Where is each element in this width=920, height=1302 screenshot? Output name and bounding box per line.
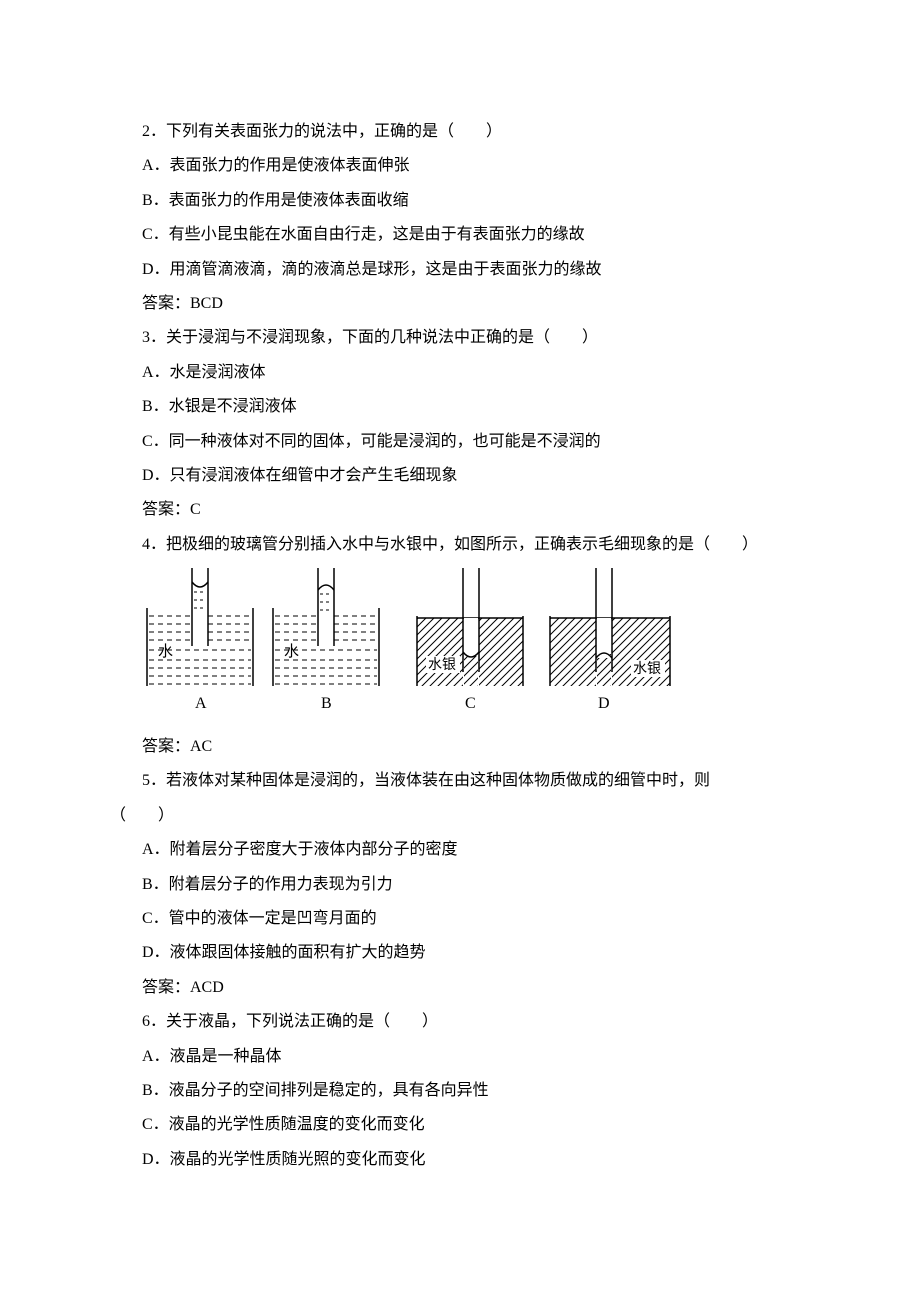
q5-opt-b: B．附着层分子的作用力表现为引力 (110, 868, 820, 902)
panel-d-label: D (598, 695, 610, 712)
q6-opt-a: A．液晶是一种晶体 (110, 1040, 820, 1074)
q6-opt-d: D．液晶的光学性质随光照的变化而变化 (110, 1143, 820, 1177)
q6-stem: 6．关于液晶，下列说法正确的是（ ） (110, 1005, 820, 1039)
q5-stem: 5．若液体对某种固体是浸润的，当液体装在由这种固体物质做成的细管中时，则 (110, 764, 820, 798)
panel-c-liquid-label-fg: 水银 (428, 657, 456, 673)
q3-opt-d: D．只有浸润液体在细管中才会产生毛细现象 (110, 459, 820, 493)
q2-opt-c: C．有些小昆虫能在水面自由行走，这是由于有表面张力的缘故 (110, 218, 820, 252)
q5-opt-d: D．液体跟固体接触的面积有扩大的趋势 (110, 936, 820, 970)
q6-opt-b: B．液晶分子的空间排列是稳定的，具有各向异性 (110, 1074, 820, 1108)
q2-opt-d: D．用滴管滴液滴，滴的液滴总是球形，这是由于表面张力的缘故 (110, 253, 820, 287)
panel-c: 水银 水银 C (417, 568, 523, 712)
capillary-diagram: 水 A (142, 568, 680, 728)
q4-stem: 4．把极细的玻璃管分别插入水中与水银中，如图所示，正确表示毛细现象的是（ ） (110, 528, 820, 562)
q3-stem: 3．关于浸润与不浸润现象，下面的几种说法中正确的是（ ） (110, 321, 820, 355)
q4-figure: 水 A (142, 568, 820, 728)
panel-b-label: B (321, 695, 332, 712)
q6-opt-c: C．液晶的光学性质随温度的变化而变化 (110, 1108, 820, 1142)
q2-stem: 2．下列有关表面张力的说法中，正确的是（ ） (110, 115, 820, 149)
q3-opt-b: B．水银是不浸润液体 (110, 390, 820, 424)
q5-opt-c: C．管中的液体一定是凹弯月面的 (110, 902, 820, 936)
panel-c-label: C (465, 695, 476, 712)
q2-answer: 答案：BCD (110, 287, 820, 321)
panel-d-liquid-label: 水银 (633, 661, 661, 677)
q3-opt-a: A．水是浸润液体 (110, 356, 820, 390)
q5-opt-a: A．附着层分子密度大于液体内部分子的密度 (110, 833, 820, 867)
panel-a-liquid-label: 水 (158, 643, 173, 660)
panel-a-label: A (195, 695, 207, 712)
q5-paren: （ ） (110, 799, 820, 833)
panel-a: 水 A (147, 568, 253, 712)
panel-b-liquid-label: 水 (284, 643, 299, 660)
page-body: 2．下列有关表面张力的说法中，正确的是（ ） A．表面张力的作用是使液体表面伸张… (0, 0, 920, 1237)
panel-b: 水 B (273, 568, 379, 712)
q3-opt-c: C．同一种液体对不同的固体，可能是浸润的，也可能是不浸润的 (110, 425, 820, 459)
q3-answer: 答案：C (110, 493, 820, 527)
q2-opt-a: A．表面张力的作用是使液体表面伸张 (110, 149, 820, 183)
q2-opt-b: B．表面张力的作用是使液体表面收缩 (110, 184, 820, 218)
q5-answer: 答案：ACD (110, 971, 820, 1005)
panel-d: 水银 D (550, 568, 670, 712)
q4-answer: 答案：AC (110, 730, 820, 764)
